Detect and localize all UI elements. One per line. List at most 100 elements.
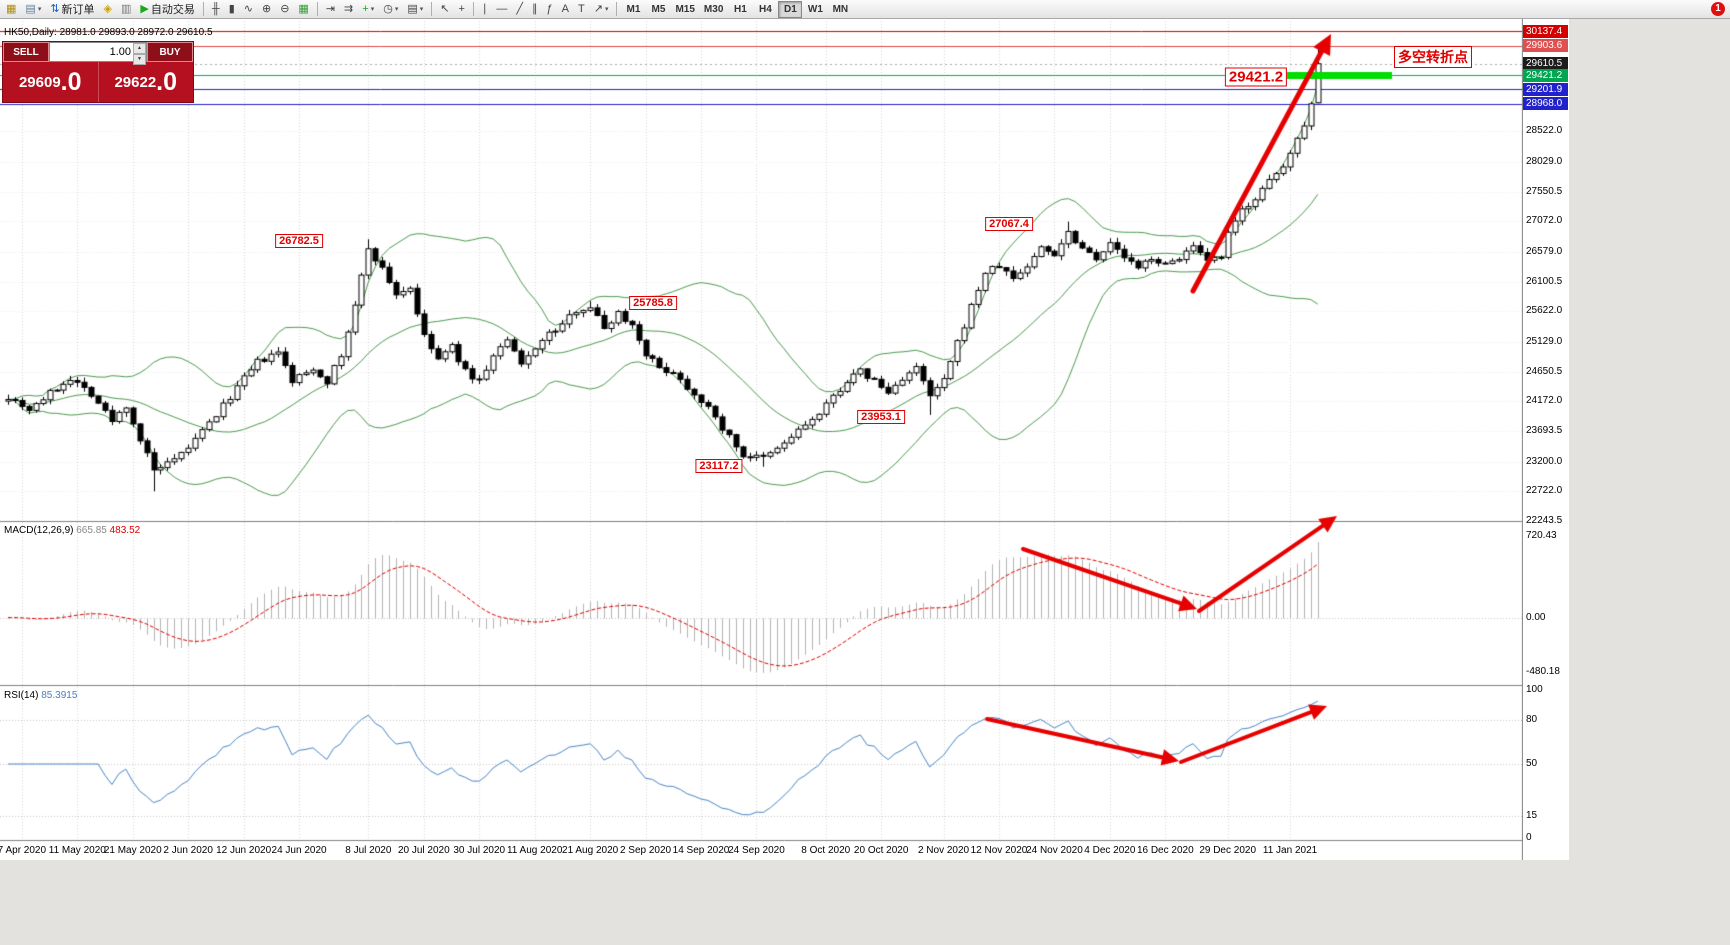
indicators-icon-button[interactable]: + ▾	[358, 1, 378, 18]
date-label: 21 Aug 2020	[562, 845, 619, 856]
new-chart-icon: ▦	[6, 2, 17, 15]
rsi-name: RSI(14)	[4, 690, 39, 701]
arrows-icon-button[interactable]: ↗ ▾	[590, 1, 613, 18]
new-order-button-label: 新订单	[61, 4, 95, 16]
price-tick: 26579.0	[1526, 245, 1563, 257]
chart-canvas[interactable]	[0, 19, 1569, 860]
notification-badge[interactable]: 1	[1711, 2, 1725, 16]
channel-icon: ∥	[532, 2, 538, 15]
chart-profiles-icon-button[interactable]: ▤ ▾	[21, 1, 45, 18]
text-icon: A	[561, 2, 569, 15]
price-line-label: 29903.6	[1523, 39, 1568, 52]
timeframe-d1-button[interactable]: D1	[778, 0, 803, 18]
date-label: 2 Nov 2020	[917, 845, 970, 856]
trendline-icon-button[interactable]: ╱	[512, 1, 527, 18]
chart-annotation: 23117.2	[695, 459, 743, 473]
macd-signal-value: 483.52	[109, 525, 141, 536]
horizontal-line-icon-button[interactable]: ―	[492, 1, 511, 18]
toolbar-separator	[431, 2, 433, 16]
sell-button[interactable]: SELL	[3, 42, 49, 62]
vertical-line-icon-button[interactable]: ∣	[478, 1, 492, 18]
price-tick: 24650.5	[1526, 365, 1563, 377]
price-line-label: 29201.9	[1523, 82, 1568, 96]
fibonacci-icon: ƒ	[546, 2, 553, 15]
lot-size-value[interactable]: 1.00	[109, 46, 131, 58]
chart-annotation: 多空转折点	[1394, 46, 1472, 68]
date-label: 20 Jul 2020	[397, 845, 450, 856]
date-label: 11 Aug 2020	[506, 845, 563, 856]
date-label: 11 Jan 2021	[1262, 845, 1318, 856]
toolbar-separator	[202, 2, 204, 16]
new-order-button[interactable]: ⇅ 新订单	[46, 1, 98, 18]
price-tick: 26100.5	[1526, 275, 1563, 287]
vertical-line-icon: ∣	[481, 2, 488, 15]
rsi-axis-label: 0	[1526, 832, 1532, 843]
zoom-out-icon-button[interactable]: ⊖	[276, 1, 293, 18]
cursor-icon-button[interactable]: ↖	[436, 1, 453, 18]
bar-chart-icon-button[interactable]: ╫	[208, 1, 224, 18]
label-icon-button[interactable]: T	[574, 1, 589, 18]
lot-stepper: ▲ ▼	[133, 43, 146, 65]
metaeditor-icon: ◈	[103, 2, 113, 15]
date-label: 11 May 2020	[48, 845, 106, 856]
buy-price[interactable]: 29622.0	[99, 62, 194, 102]
lot-stepper-up-icon[interactable]: ▲	[133, 43, 146, 54]
chart-annotation: 29421.2	[1224, 67, 1288, 87]
chart-profiles-icon: ▤	[25, 2, 36, 15]
chevron-down-icon: ▾	[419, 6, 424, 13]
new-chart-icon-button[interactable]: ▦	[2, 1, 20, 18]
lot-stepper-down-icon[interactable]: ▼	[133, 54, 146, 65]
timeframe-m5-button[interactable]: M5	[646, 1, 670, 18]
fibonacci-icon-button[interactable]: ƒ	[543, 1, 557, 18]
buy-button[interactable]: BUY	[147, 42, 193, 62]
chevron-down-icon: ▾	[604, 6, 609, 13]
sell-price-main: 29609	[18, 73, 61, 91]
auto-scroll-icon: ⇥	[325, 2, 336, 15]
timeframe-m15-button[interactable]: M15	[671, 1, 698, 18]
periods-icon-button[interactable]: ◷ ▾	[379, 1, 402, 18]
price-tick: 28029.0	[1526, 155, 1563, 167]
timeframe-h1-button[interactable]: H1	[728, 1, 752, 18]
date-label: 2 Sep 2020	[619, 845, 672, 856]
zoom-in-icon-button[interactable]: ⊕	[258, 1, 275, 18]
price-tick: 28522.0	[1526, 125, 1563, 137]
auto-scroll-icon-button[interactable]: ⇥	[322, 1, 339, 18]
chart-shift-icon-button[interactable]: ⇉	[340, 1, 357, 18]
timeframe-mn-button[interactable]: MN	[828, 1, 852, 18]
date-label: 14 Sep 2020	[672, 845, 730, 856]
tile-windows-icon: ▦	[298, 2, 309, 15]
date-label: 24 Sep 2020	[728, 845, 785, 856]
timeframe-w1-button[interactable]: W1	[803, 1, 827, 18]
date-label: 20 Oct 2020	[853, 845, 909, 856]
macd-name: MACD(12,26,9)	[4, 525, 74, 536]
date-label: 30 Jul 2020	[453, 845, 506, 856]
line-chart-icon-button[interactable]: ∿	[240, 1, 257, 18]
timeframe-m30-button[interactable]: M30	[700, 1, 727, 18]
timeframe-h4-button[interactable]: H4	[753, 1, 777, 18]
time-axis[interactable]: 7 Apr 2020 11 May 2020 21 May 2020 2 Jun 20…	[0, 841, 1523, 860]
templates-icon: ▤	[407, 2, 418, 15]
macd-axis-label: 0.00	[1526, 611, 1546, 623]
periods-icon: ◷	[383, 2, 393, 15]
algo-trading-button: ▶	[140, 2, 149, 15]
date-label: 7 Apr 2020	[0, 845, 47, 856]
templates-icon-button[interactable]: ▤ ▾	[403, 1, 427, 18]
sell-price[interactable]: 29609.0	[3, 62, 99, 102]
crosshair-icon-button[interactable]: +	[454, 1, 468, 18]
metaeditor-icon-button[interactable]: ◈	[100, 1, 116, 18]
chart-annotation: 27067.4	[985, 217, 1033, 231]
tile-windows-icon-button[interactable]: ▦	[294, 1, 312, 18]
algo-trading-button[interactable]: ▶ 自动交易	[136, 1, 198, 18]
price-axis[interactable]: 28522.0 28029.0 27550.5 27072.0 26579.0 26100…	[1523, 19, 1569, 860]
text-icon-button[interactable]: A	[558, 1, 573, 18]
price-tick: 23200.0	[1526, 455, 1563, 467]
market-watch-icon-button[interactable]: ▥	[117, 1, 135, 18]
candlestick-icon-button[interactable]: ▮	[225, 1, 239, 18]
timeframe-m1-button[interactable]: M1	[621, 1, 645, 18]
channel-icon-button[interactable]: ∥	[528, 1, 542, 18]
trendline-icon: ╱	[516, 2, 524, 15]
macd-axis-label: -480.18	[1526, 665, 1560, 677]
date-label: 21 May 2020	[103, 845, 162, 856]
zoom-in-icon: ⊕	[261, 2, 272, 15]
lot-size-field[interactable]: 1.00 ▲ ▼	[49, 42, 147, 65]
